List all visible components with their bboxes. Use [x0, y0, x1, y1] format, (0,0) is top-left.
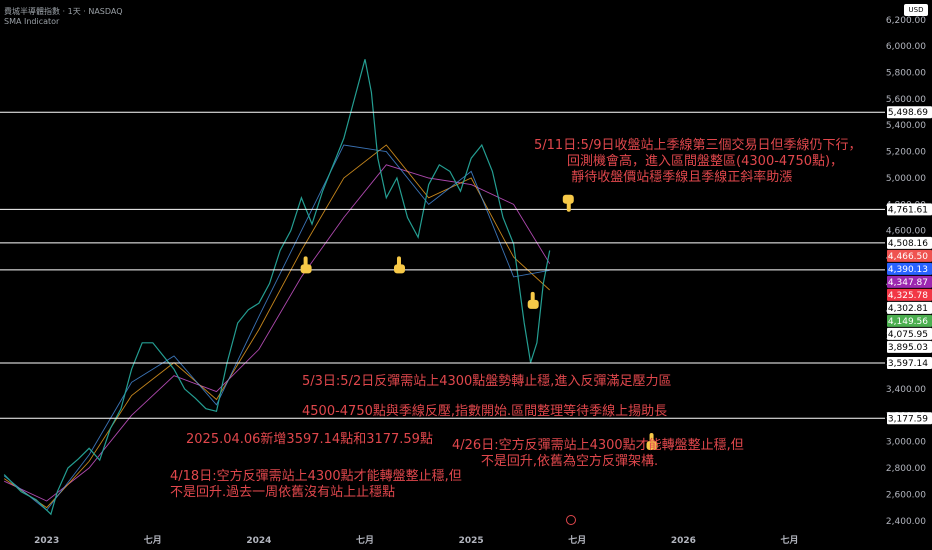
price-label-box — [887, 249, 932, 262]
price-label-box — [887, 203, 932, 216]
currency-badge[interactable]: USD — [904, 4, 928, 16]
price-label-box — [887, 236, 932, 249]
price-label: 4,761.61 — [888, 205, 928, 215]
indicator-label[interactable]: SMA Indicator — [4, 17, 60, 26]
y-tick-label: 2,400.00 — [886, 517, 926, 527]
price-label: 3,177.59 — [888, 414, 928, 424]
price-label-box — [887, 262, 932, 275]
annotation-apr18: 4/18日:空方反彈需站上4300點才能轉盤整止穩,但 不是回升.過去一周依舊沒… — [170, 469, 462, 500]
y-tick-label: 5,800.00 — [886, 69, 926, 79]
y-tick-label: 4,600.00 — [886, 227, 926, 237]
price-label: 5,498.69 — [888, 108, 928, 118]
hand-point-up-icon — [646, 432, 658, 450]
price-label: 4,325.78 — [888, 291, 928, 301]
chart-title: 費城半導體指數 · 1天 · NASDAQ — [4, 7, 123, 16]
price-label-box — [887, 340, 932, 353]
x-tick-label: 七月 — [568, 534, 586, 546]
price-label-box — [887, 275, 932, 288]
hand-point-up-icon — [300, 256, 312, 274]
price-label: 4,149.56 — [888, 317, 928, 327]
price-label: 3,895.03 — [888, 343, 928, 353]
hand-point-down-icon — [562, 194, 574, 212]
price-label-box — [887, 327, 932, 340]
y-tick-label: 5,600.00 — [886, 95, 926, 105]
annotation-may11: 5/11日:5/9日收盤站上季線第三個交易日但季線仍下行， 回測機會高，進入區間… — [534, 138, 862, 185]
annotation-range: 4500-4750點與季線反壓,指數開始.區間整理等待季線上揚助長 — [302, 404, 668, 419]
y-tick-label: 6,200.00 — [886, 16, 926, 26]
price-label-box — [887, 356, 932, 369]
price-label-box — [887, 106, 932, 119]
x-tick-label: 七月 — [356, 534, 374, 546]
price-label-box — [887, 412, 932, 425]
x-tick-label: 2023 — [34, 536, 59, 546]
hand-point-up-icon — [393, 256, 405, 274]
price-label: 4,347.87 — [888, 278, 928, 288]
x-tick-label: 七月 — [780, 534, 798, 546]
annotation-apr6: 2025.04.06新增3597.14點和3177.59點 — [186, 432, 433, 447]
y-tick-label: 2,600.00 — [886, 490, 926, 500]
y-tick-label: 2,800.00 — [886, 464, 926, 474]
price-line — [3, 59, 551, 516]
x-tick-label: 2024 — [246, 536, 271, 546]
annotation-may3: 5/3日:5/2日反彈需站上4300點盤勢轉止穩,進入反彈滿足壓力區 — [302, 374, 672, 389]
price-label: 4,075.95 — [888, 330, 928, 340]
sma-line — [3, 144, 550, 511]
event-icon — [566, 515, 576, 525]
price-label: 4,508.16 — [888, 239, 928, 249]
x-tick-label: 七月 — [144, 534, 162, 546]
price-label: 3,597.14 — [888, 359, 928, 369]
y-tick-label: 3,000.00 — [886, 438, 926, 448]
annotation-apr26: 4/26日:空方反彈需站上4300點才能轉盤整止穩,但 不是回升,依舊為空方反彈… — [452, 438, 744, 469]
y-tick-label: 5,000.00 — [886, 174, 926, 184]
y-tick-label: 5,200.00 — [886, 148, 926, 158]
x-tick-label: 2025 — [459, 536, 484, 546]
y-tick-label: 6,000.00 — [886, 42, 926, 52]
hand-point-up-icon — [527, 291, 539, 309]
price-label: 4,466.50 — [888, 252, 928, 262]
price-label: 4,302.81 — [888, 304, 928, 314]
y-tick-label: 5,400.00 — [886, 121, 926, 131]
price-label-box — [887, 314, 932, 327]
price-label-box — [887, 301, 932, 314]
price-label-box — [887, 288, 932, 301]
y-tick-label: 3,400.00 — [886, 385, 926, 395]
sma-line — [4, 164, 551, 502]
price-label: 4,390.13 — [888, 265, 928, 275]
x-tick-label: 2026 — [671, 536, 696, 546]
